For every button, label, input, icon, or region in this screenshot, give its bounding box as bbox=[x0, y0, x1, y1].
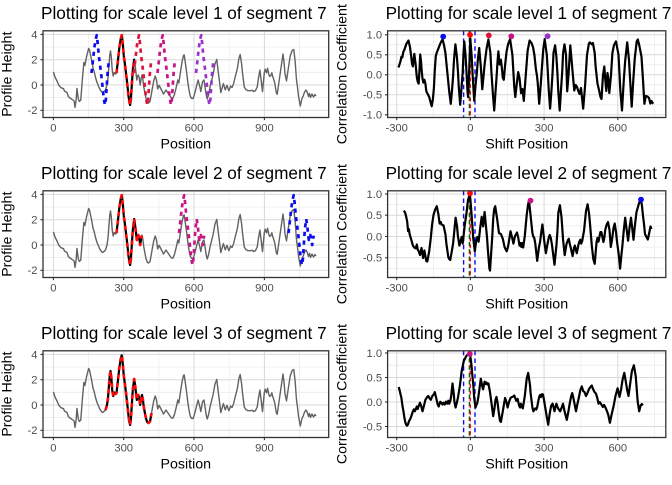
svg-text:600: 600 bbox=[185, 442, 204, 454]
svg-text:0.5: 0.5 bbox=[367, 372, 383, 384]
svg-text:0.0: 0.0 bbox=[367, 231, 383, 243]
svg-text:0.0: 0.0 bbox=[367, 70, 383, 82]
svg-text:600: 600 bbox=[608, 442, 627, 454]
svg-text:Position: Position bbox=[161, 297, 211, 313]
svg-text:-0.5: -0.5 bbox=[363, 90, 382, 102]
svg-text:Shift Position: Shift Position bbox=[485, 457, 568, 473]
svg-text:-1.0: -1.0 bbox=[363, 110, 382, 122]
svg-text:0: 0 bbox=[467, 442, 473, 454]
svg-text:Plotting for scale level 1 of: Plotting for scale level 1 of segment 7 bbox=[386, 3, 672, 23]
svg-text:-0.5: -0.5 bbox=[363, 253, 382, 265]
svg-text:300: 300 bbox=[535, 282, 554, 294]
svg-text:Correlation Coefficient: Correlation Coefficient bbox=[335, 4, 351, 144]
svg-text:600: 600 bbox=[608, 122, 627, 134]
svg-text:0: 0 bbox=[50, 282, 56, 294]
svg-text:2: 2 bbox=[31, 375, 37, 387]
svg-text:-300: -300 bbox=[385, 122, 407, 134]
svg-text:300: 300 bbox=[114, 282, 133, 294]
svg-text:900: 900 bbox=[255, 122, 274, 134]
svg-text:300: 300 bbox=[114, 442, 133, 454]
svg-text:1.0: 1.0 bbox=[367, 348, 383, 360]
svg-text:Position: Position bbox=[161, 137, 211, 153]
svg-text:0: 0 bbox=[467, 122, 473, 134]
svg-text:Plotting for scale level 1 of: Plotting for scale level 1 of segment 7 bbox=[41, 3, 327, 23]
svg-text:Plotting for scale level 3 of: Plotting for scale level 3 of segment 7 bbox=[386, 323, 672, 343]
svg-text:300: 300 bbox=[535, 122, 554, 134]
svg-text:900: 900 bbox=[255, 442, 274, 454]
svg-text:600: 600 bbox=[608, 282, 627, 294]
svg-text:4: 4 bbox=[31, 29, 37, 41]
svg-text:-300: -300 bbox=[385, 442, 407, 454]
svg-text:Position: Position bbox=[161, 457, 211, 473]
svg-text:0.5: 0.5 bbox=[367, 50, 383, 62]
svg-text:4: 4 bbox=[31, 189, 37, 201]
svg-text:Shift Position: Shift Position bbox=[485, 137, 568, 153]
svg-text:0: 0 bbox=[31, 240, 37, 252]
svg-text:Correlation Coefficient: Correlation Coefficient bbox=[335, 164, 351, 304]
svg-text:-2: -2 bbox=[28, 105, 38, 117]
svg-text:1.0: 1.0 bbox=[367, 30, 383, 42]
svg-text:600: 600 bbox=[185, 122, 204, 134]
svg-text:Plotting for scale level 3 of: Plotting for scale level 3 of segment 7 bbox=[41, 323, 327, 343]
svg-text:0.5: 0.5 bbox=[367, 210, 383, 222]
svg-text:-2: -2 bbox=[28, 425, 38, 437]
svg-text:Profile Height: Profile Height bbox=[0, 351, 16, 436]
svg-text:4: 4 bbox=[31, 349, 37, 361]
svg-text:Shift Position: Shift Position bbox=[485, 297, 568, 313]
svg-text:Profile Height: Profile Height bbox=[0, 192, 16, 277]
svg-text:2: 2 bbox=[31, 215, 37, 227]
svg-text:1.0: 1.0 bbox=[367, 189, 383, 201]
svg-text:Plotting for scale level 2 of: Plotting for scale level 2 of segment 7 bbox=[386, 163, 672, 183]
svg-text:Plotting for scale level 2 of: Plotting for scale level 2 of segment 7 bbox=[41, 163, 327, 183]
svg-text:2: 2 bbox=[31, 55, 37, 67]
svg-text:0: 0 bbox=[31, 80, 37, 92]
svg-text:0: 0 bbox=[467, 282, 473, 294]
svg-text:900: 900 bbox=[255, 282, 274, 294]
svg-text:300: 300 bbox=[114, 122, 133, 134]
svg-text:600: 600 bbox=[185, 282, 204, 294]
svg-text:-300: -300 bbox=[385, 282, 407, 294]
svg-text:0: 0 bbox=[50, 442, 56, 454]
svg-text:0.0: 0.0 bbox=[367, 397, 383, 409]
svg-text:-0.5: -0.5 bbox=[363, 421, 382, 433]
svg-text:Profile Height: Profile Height bbox=[0, 32, 16, 117]
svg-text:Correlation Coefficient: Correlation Coefficient bbox=[335, 324, 351, 464]
svg-text:-2: -2 bbox=[28, 265, 38, 277]
svg-text:0: 0 bbox=[50, 122, 56, 134]
svg-text:0: 0 bbox=[31, 400, 37, 412]
svg-text:300: 300 bbox=[535, 442, 554, 454]
